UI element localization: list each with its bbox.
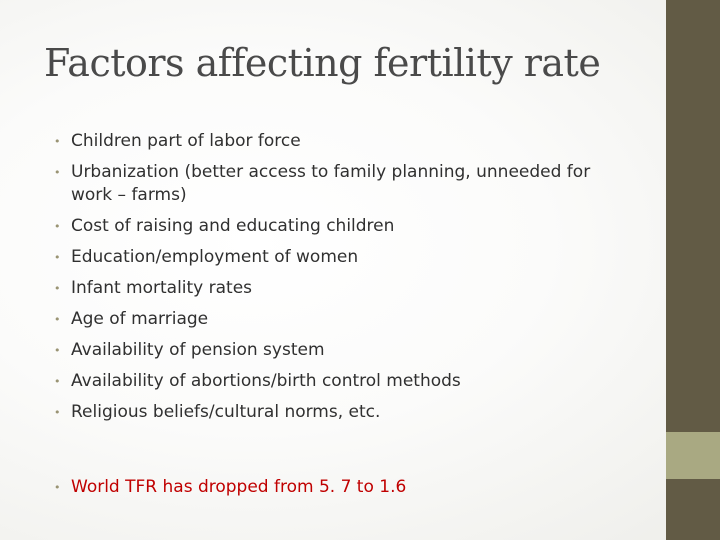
bullet-text: Cost of raising and educating children <box>71 216 395 236</box>
bullet-icon: • <box>54 313 61 326</box>
bullet-text: Religious beliefs/cultural norms, etc. <box>71 402 381 422</box>
bullet-icon: • <box>54 166 61 179</box>
highlight-list: • World TFR has dropped from 5. 7 to 1.6 <box>54 476 634 499</box>
bullet-text: Education/employment of women <box>71 247 359 267</box>
bullet-icon: • <box>54 375 61 388</box>
bullet-item: • Infant mortality rates <box>54 277 634 300</box>
bullet-text: Age of marriage <box>71 309 209 329</box>
slide-title: Factors affecting fertility rate <box>44 41 601 85</box>
bullet-item: • Age of marriage <box>54 308 634 331</box>
highlight-text: World TFR has dropped from 5. 7 to 1.6 <box>71 477 407 497</box>
bullet-icon: • <box>54 251 61 264</box>
bullet-item: • Availability of abortions/birth contro… <box>54 370 634 393</box>
bullet-item: • Religious beliefs/cultural norms, etc. <box>54 401 634 424</box>
bullet-item: • Availability of pension system <box>54 339 634 362</box>
bullet-text: Children part of labor force <box>71 131 301 151</box>
bullet-icon: • <box>54 135 61 148</box>
bullet-text: Availability of pension system <box>71 340 325 360</box>
sidebar-accent-block <box>666 432 720 479</box>
bullet-icon: • <box>54 481 61 494</box>
bullet-text: Urbanization (better access to family pl… <box>71 162 591 205</box>
highlight-item: • World TFR has dropped from 5. 7 to 1.6 <box>54 476 634 499</box>
bullet-item: • Urbanization (better access to family … <box>54 161 634 207</box>
bullet-item: • Cost of raising and educating children <box>54 215 634 238</box>
bullet-icon: • <box>54 220 61 233</box>
bullet-item: • Children part of labor force <box>54 130 634 153</box>
bullet-list: • Children part of labor force • Urbaniz… <box>54 130 634 432</box>
bullet-icon: • <box>54 344 61 357</box>
bullet-icon: • <box>54 282 61 295</box>
bullet-icon: • <box>54 406 61 419</box>
bullet-text: Infant mortality rates <box>71 278 253 298</box>
bullet-text: Availability of abortions/birth control … <box>71 371 461 391</box>
bullet-item: • Education/employment of women <box>54 246 634 269</box>
